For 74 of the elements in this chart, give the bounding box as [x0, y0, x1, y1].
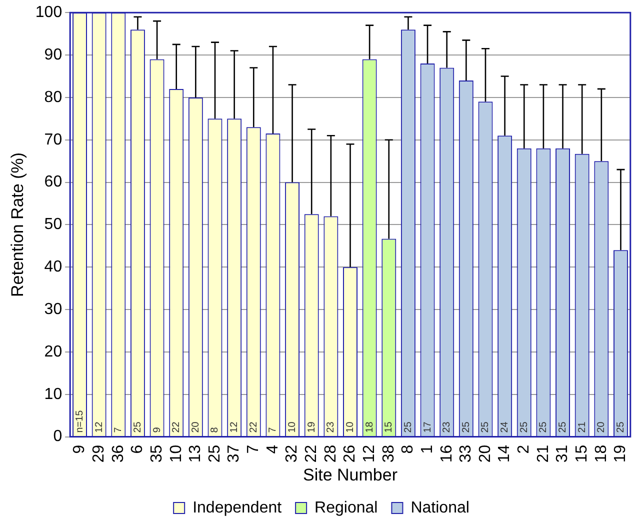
- annotation: 20: [596, 421, 608, 433]
- y-tick-label: 70: [44, 131, 62, 148]
- y-tick-label: 80: [44, 88, 62, 106]
- legend-label: Regional: [314, 499, 378, 516]
- annotation: 25: [480, 421, 492, 433]
- annotation: n=15: [74, 410, 86, 433]
- x-tick-label: 16: [438, 444, 456, 463]
- x-tick-label: 10: [168, 444, 185, 463]
- annotation: 12: [94, 421, 105, 433]
- x-tick-label: 33: [458, 444, 475, 463]
- x-tick-label: 15: [573, 444, 590, 463]
- x-tick-label: 14: [496, 444, 514, 463]
- y-tick-label: 90: [44, 46, 62, 64]
- annotation: 19: [306, 421, 318, 433]
- annotation: 25: [132, 421, 144, 433]
- x-tick-label: 37: [226, 444, 243, 463]
- y-tick-label: 20: [44, 343, 62, 360]
- x-tick-label: 12: [360, 444, 378, 463]
- y-tick-label: 50: [44, 216, 62, 234]
- annotation: 7: [268, 426, 279, 433]
- annotation: 9: [152, 426, 163, 433]
- x-tick-label: 32: [284, 444, 301, 463]
- x-tick-label: 21: [534, 444, 552, 463]
- x-axis-title: Site Number: [303, 465, 398, 484]
- annotation: 25: [518, 421, 530, 433]
- x-tick-label: 6: [129, 444, 146, 454]
- annotation: 25: [460, 421, 472, 433]
- annotation: 17: [422, 421, 434, 433]
- x-tick-label: 20: [476, 444, 494, 463]
- x-tick-label: 38: [380, 444, 398, 463]
- annotation: 25: [558, 421, 569, 433]
- x-tick-label: 4: [264, 444, 282, 454]
- annotation: 12: [229, 421, 240, 433]
- annotation: 15: [384, 421, 395, 433]
- annotation: 22: [248, 421, 260, 433]
- y-tick-label: 40: [44, 258, 62, 276]
- x-tick-label: 2: [516, 444, 533, 454]
- x-tick-label: 8: [400, 444, 417, 454]
- annotation: 25: [615, 421, 626, 433]
- annotation: 10: [344, 421, 356, 433]
- x-tick-label: 36: [110, 444, 127, 463]
- annotation: 23: [326, 421, 337, 433]
- annotation: 22: [171, 421, 182, 433]
- annotation: 25: [402, 421, 414, 433]
- annotation: 23: [442, 421, 453, 433]
- x-tick-label: 19: [612, 444, 630, 463]
- annotation: 25: [538, 421, 550, 433]
- y-axis-title: Retention Rate (%): [8, 152, 27, 297]
- x-tick-label: 22: [303, 444, 320, 463]
- x-tick-label: 28: [322, 444, 340, 463]
- x-tick-label: 31: [554, 444, 572, 463]
- y-tick-label: 60: [44, 174, 62, 191]
- y-tick-label: 10: [44, 386, 62, 403]
- annotation: 18: [364, 421, 376, 433]
- annotation: 7: [113, 426, 124, 433]
- annotation: 24: [500, 421, 511, 433]
- y-tick-label: 100: [35, 4, 62, 22]
- annotation: 21: [576, 421, 588, 433]
- annotation: 20: [190, 421, 202, 433]
- x-tick-label: 35: [148, 444, 166, 463]
- x-tick-label: 7: [245, 444, 262, 454]
- x-tick-label: 1: [418, 444, 436, 454]
- annotation: 10: [287, 421, 298, 433]
- annotation: 8: [210, 426, 221, 433]
- y-tick-label: 30: [44, 300, 62, 318]
- x-tick-label: 9: [71, 444, 88, 454]
- x-tick-label: 29: [90, 444, 108, 463]
- y-tick-label: 0: [53, 428, 62, 446]
- legend-label: National: [410, 499, 470, 516]
- legend-label: Independent: [192, 499, 282, 516]
- x-tick-label: 25: [206, 444, 224, 463]
- x-tick-label: 18: [592, 444, 610, 463]
- x-tick-label: 26: [342, 444, 359, 463]
- x-tick-label: 13: [187, 444, 204, 463]
